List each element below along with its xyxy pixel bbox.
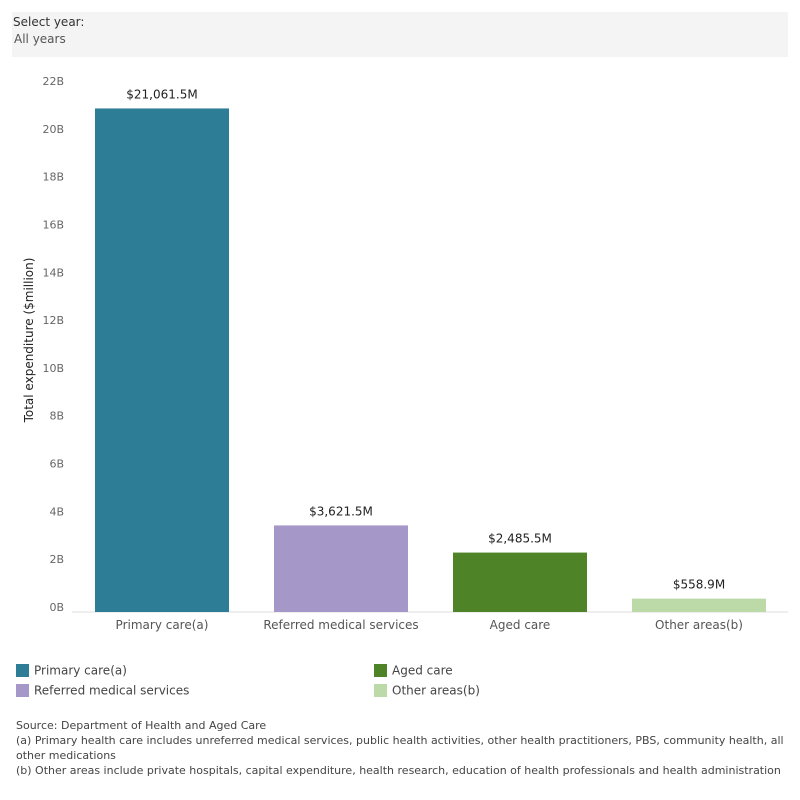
bar [453, 552, 587, 612]
note: Source: Department of Health and Aged Ca… [16, 719, 267, 732]
bar [274, 525, 408, 612]
y-tick-label: 4B [49, 505, 64, 518]
y-tick-label: 22B [42, 75, 64, 88]
legend-swatch[interactable] [16, 664, 29, 677]
legend-label[interactable]: Aged care [392, 664, 453, 678]
bar [95, 108, 229, 612]
value-label: $558.9M [673, 578, 725, 592]
x-tick-label: Other areas(b) [655, 618, 743, 632]
y-axis-title: Total expenditure ($million) [22, 258, 36, 424]
bar [632, 598, 766, 612]
filter-value[interactable]: All years [14, 32, 66, 46]
y-tick-label: 0B [49, 601, 64, 614]
chart: Total expenditure ($million) 0B 2B 4B 6B 8B 1… [16, 75, 788, 698]
y-tick-label: 6B [49, 458, 64, 471]
value-label: $2,485.5M [488, 532, 552, 546]
y-tick-label: 2B [49, 553, 64, 566]
legend-swatch[interactable] [374, 684, 387, 697]
y-tick-label: 16B [42, 218, 64, 231]
notes: Source: Department of Health and Aged Ca… [16, 718, 786, 778]
value-label: $21,061.5M [126, 87, 197, 101]
y-tick-label: 10B [42, 362, 64, 375]
legend-label[interactable]: Referred medical services [34, 684, 189, 698]
year-filter[interactable]: Select year: All years [12, 12, 788, 57]
y-tick-label: 12B [42, 314, 64, 327]
x-tick-label: Aged care [490, 618, 551, 632]
filter-label: Select year: [13, 15, 85, 29]
y-tick-label: 14B [42, 266, 64, 279]
legend-swatch[interactable] [16, 684, 29, 697]
legend-swatch[interactable] [374, 664, 387, 677]
x-tick-label: Referred medical services [263, 618, 418, 632]
note: (a) Primary health care includes unrefer… [16, 734, 784, 762]
y-tick-label: 18B [42, 171, 64, 184]
note: (b) Other areas include private hospital… [16, 764, 781, 777]
value-label: $3,621.5M [309, 504, 373, 518]
x-tick-label: Primary care(a) [116, 618, 209, 632]
y-tick-label: 8B [49, 410, 64, 423]
legend-label[interactable]: Other areas(b) [392, 684, 480, 698]
legend-label[interactable]: Primary care(a) [34, 664, 127, 678]
y-tick-label: 20B [42, 123, 64, 136]
